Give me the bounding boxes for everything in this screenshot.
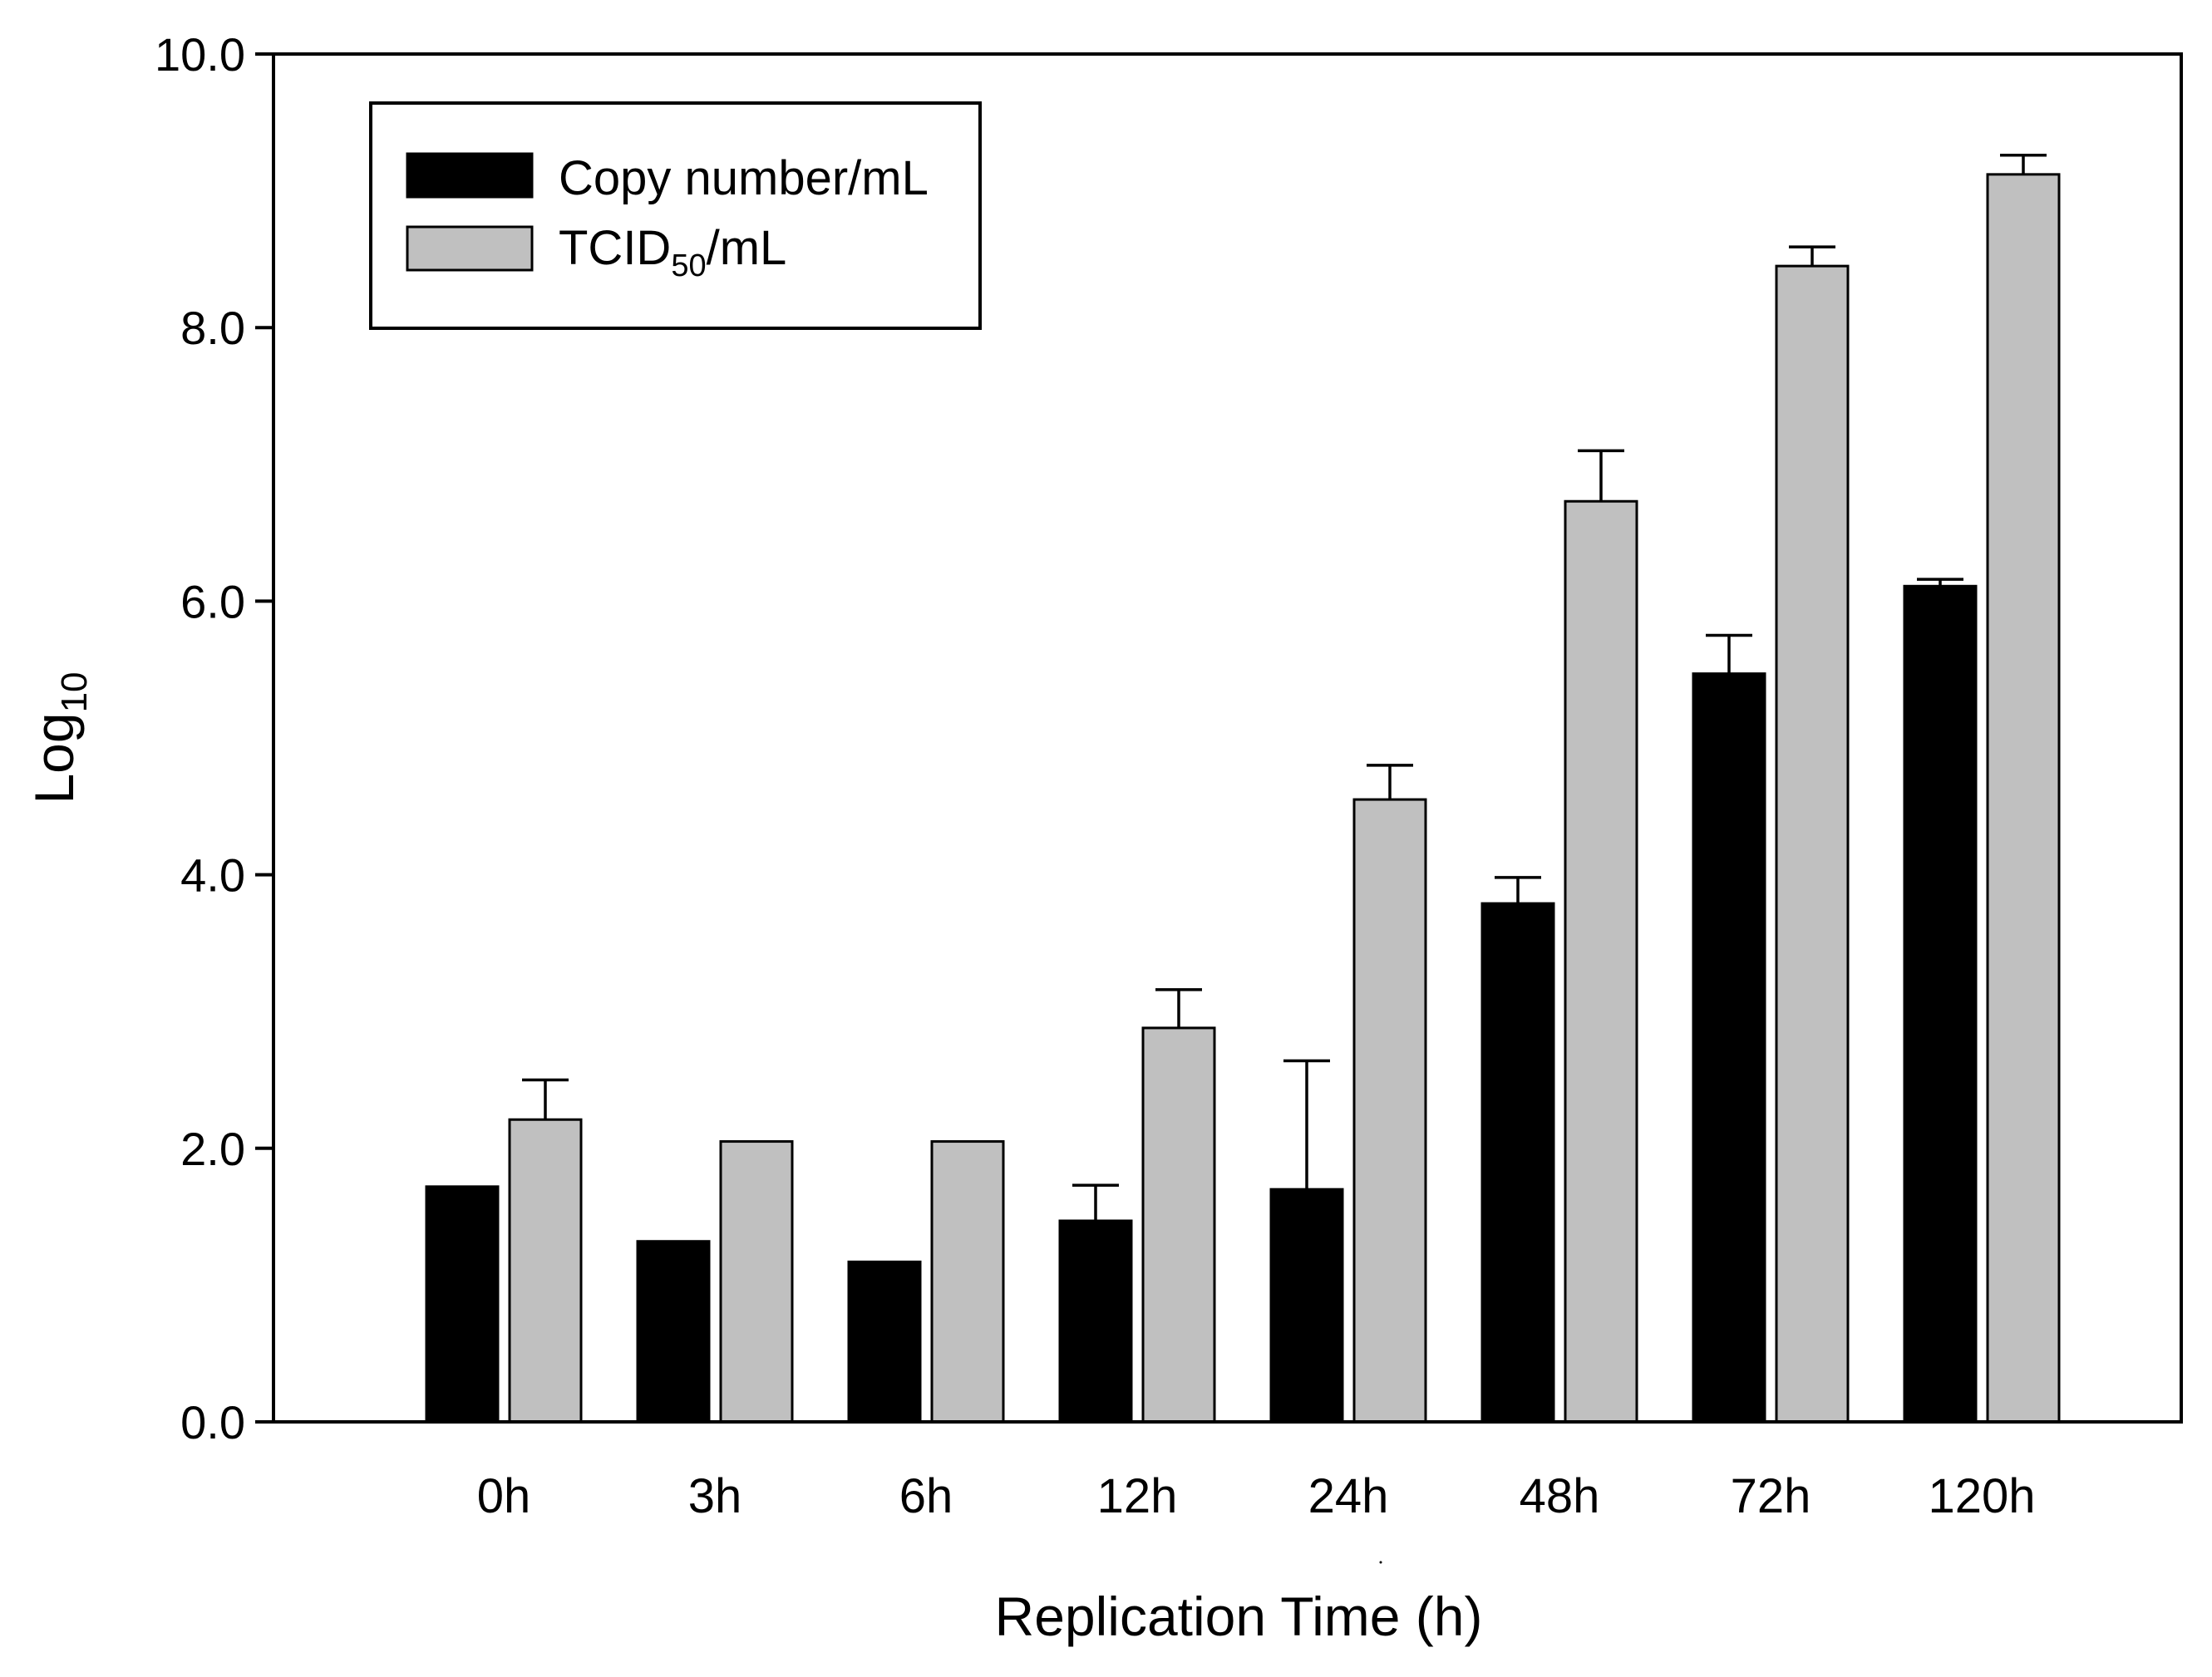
stray-dot [1379, 1561, 1382, 1564]
bar-copy-number-120h [1903, 584, 1978, 1424]
legend: Copy number/mL TCID50/mL [369, 101, 982, 330]
bars-layer [425, 173, 2061, 1424]
x-axis-label: Replication Time (h) [995, 1586, 1483, 1647]
x-tick-label-0h: 0h [477, 1469, 531, 1523]
x-axis-ticks: 0h 3h 6h 12h 24h 48h 72h 120h [477, 1469, 2036, 1523]
bar-tcid50-72h [1775, 264, 1850, 1424]
y-tick-label-6.0: 6.0 [180, 575, 245, 627]
legend-item-tcid50: TCID50/mL [406, 221, 786, 283]
bar-tcid50-120h [1986, 173, 2061, 1424]
bar-tcid50-48h [1564, 499, 1638, 1424]
bar-copy-number-48h [1480, 902, 1555, 1424]
y-tick-label-10.0: 10.0 [155, 28, 245, 81]
legend-swatch-tcid50 [406, 225, 534, 272]
y-axis-label: Log10 [23, 671, 95, 804]
bar-tcid50-0h [508, 1118, 583, 1424]
bar-copy-number-72h [1692, 672, 1766, 1424]
bar-copy-number-3h [636, 1240, 711, 1424]
bar-copy-number-24h [1269, 1188, 1344, 1424]
y-tick-label-4.0: 4.0 [180, 849, 245, 902]
x-tick-label-24h: 24h [1308, 1469, 1389, 1523]
bar-copy-number-12h [1058, 1219, 1133, 1424]
legend-label-tcid50: TCID50/mL [559, 221, 786, 283]
bar-copy-number-6h [847, 1260, 922, 1424]
y-axis-ticks: 0.0 2.0 4.0 6.0 8.0 10.0 [155, 28, 273, 1448]
bar-tcid50-3h [719, 1140, 794, 1424]
bar-tcid50-6h [930, 1140, 1005, 1424]
x-tick-label-48h: 48h [1520, 1469, 1600, 1523]
x-tick-label-12h: 12h [1097, 1469, 1178, 1523]
legend-label-copy-number: Copy number/mL [559, 151, 929, 205]
x-tick-label-6h: 6h [899, 1469, 953, 1523]
bar-tcid50-12h [1141, 1026, 1216, 1424]
y-tick-label-8.0: 8.0 [180, 302, 245, 354]
y-tick-label-0.0: 0.0 [180, 1396, 245, 1448]
bar-copy-number-0h [425, 1185, 500, 1424]
x-tick-label-3h: 3h [688, 1469, 742, 1523]
y-tick-label-2.0: 2.0 [180, 1123, 245, 1175]
legend-frame [369, 101, 982, 330]
bar-tcid50-24h [1352, 798, 1427, 1424]
legend-swatch-copy-number [406, 152, 534, 199]
plot-frame [272, 52, 2183, 1424]
x-tick-label-72h: 72h [1731, 1469, 1811, 1523]
error-bars-layer [522, 154, 2047, 1222]
legend-item-copy-number: Copy number/mL [406, 151, 929, 205]
x-tick-label-120h: 120h [1928, 1469, 2035, 1523]
